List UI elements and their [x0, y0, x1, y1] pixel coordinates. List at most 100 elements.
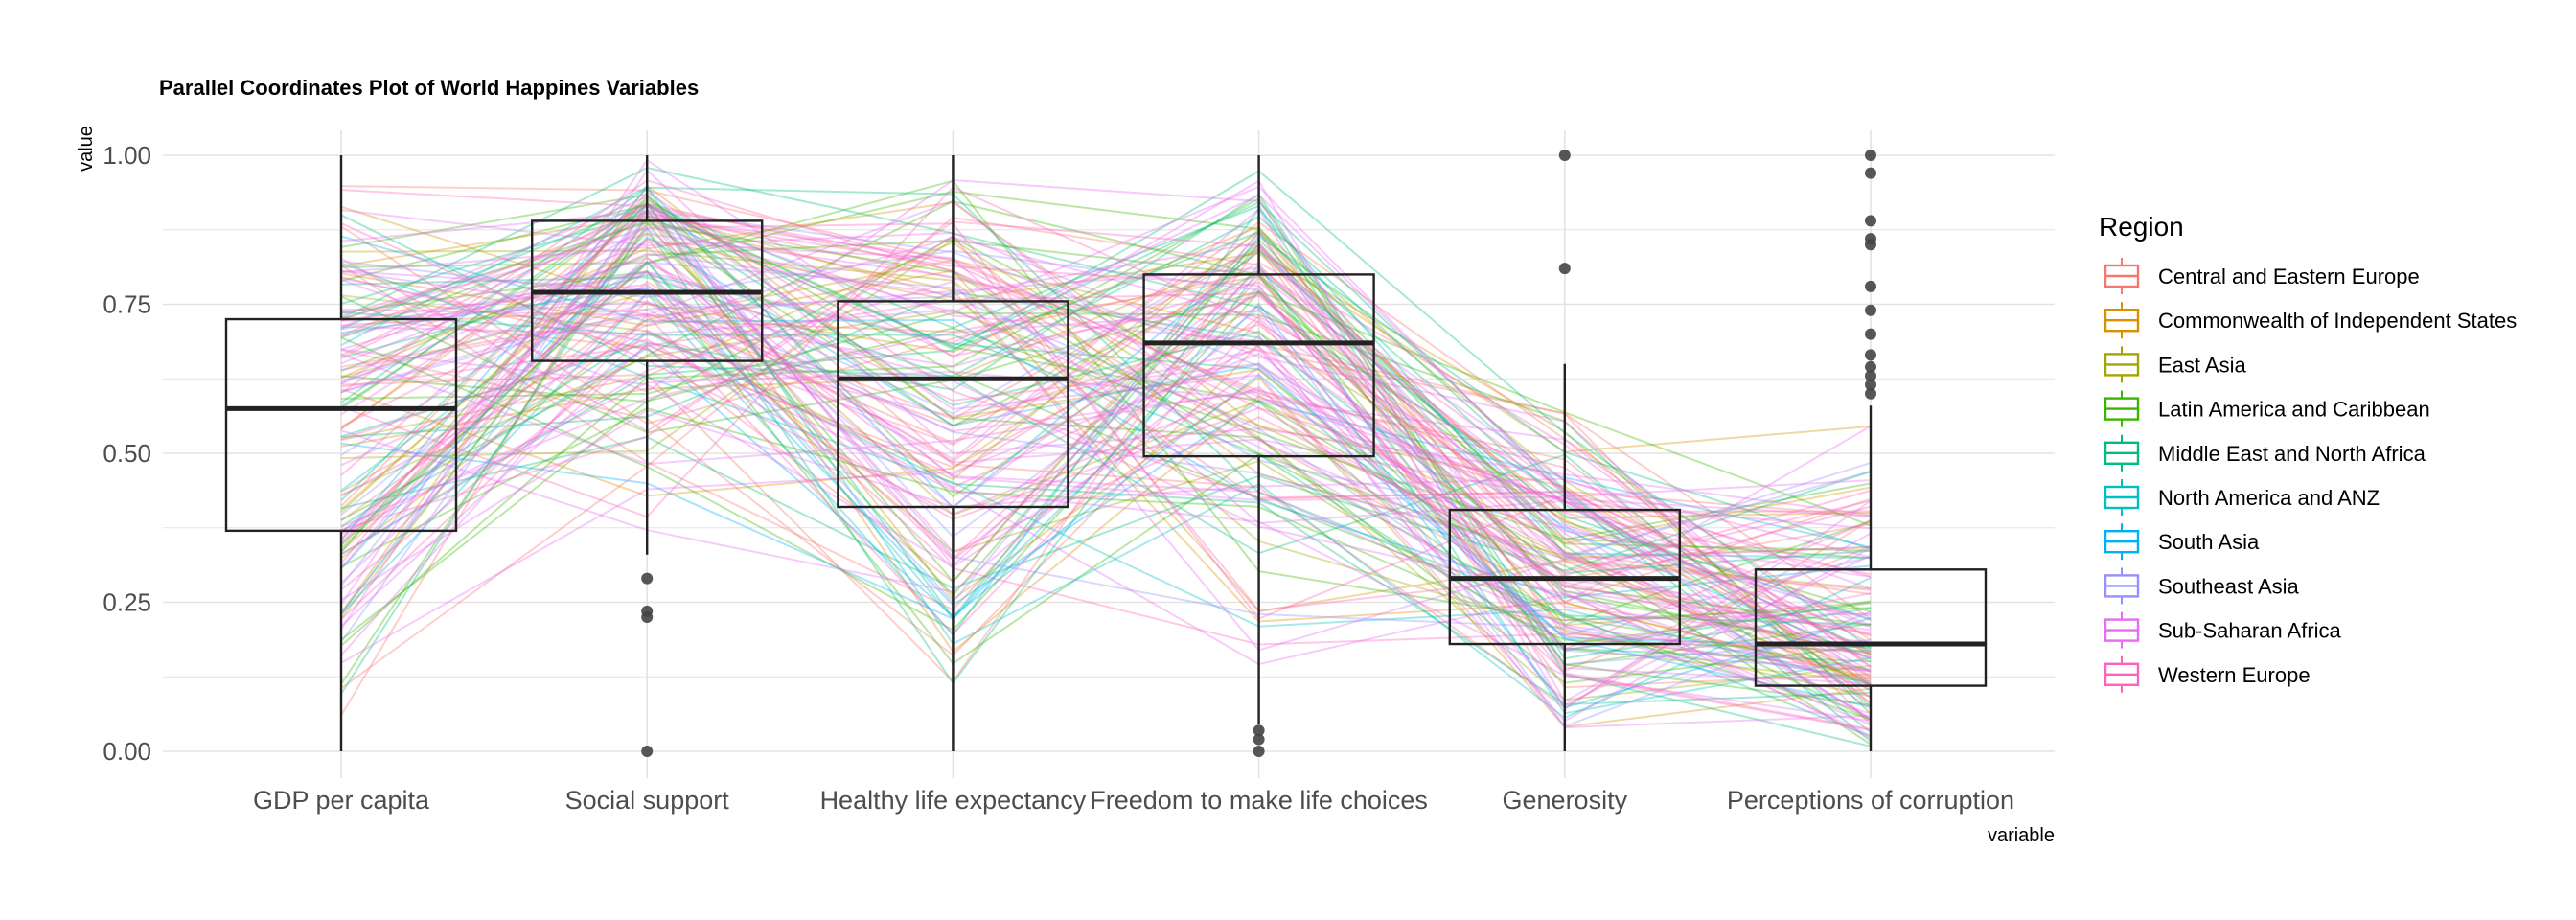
parallel-line: [340, 204, 1872, 721]
boxplot-box: [1754, 568, 1988, 687]
boxplot-outlier: [1865, 387, 1876, 400]
parallel-line: [340, 309, 1872, 715]
parallel-line: [340, 353, 1872, 530]
boxplot: [837, 155, 1070, 751]
parallel-line: [340, 195, 1872, 685]
parallel-line: [340, 220, 1872, 641]
parallel-line: [340, 202, 1872, 603]
legend: Region Central and Eastern Europe Commonw…: [2099, 212, 2517, 693]
parallel-line: [340, 311, 1872, 715]
parallel-line: [340, 189, 1872, 658]
parallel-line: [340, 201, 1872, 620]
parallel-line: [340, 276, 1872, 708]
parallel-line: [340, 236, 1872, 632]
parallel-line: [340, 312, 1872, 636]
legend-label: South Asia: [2158, 530, 2260, 554]
legend-label: Commonwealth of Independent States: [2158, 309, 2517, 333]
boxplot-box: [224, 317, 458, 533]
y-tick-label: 0.50: [103, 439, 151, 468]
parallel-line: [340, 185, 1872, 720]
boxplot-box: [837, 300, 1070, 509]
boxplot-outlier: [1865, 379, 1876, 391]
y-tick-labels: 0.00 0.25 0.50 0.75 1.00: [103, 141, 151, 766]
parallel-line: [340, 236, 1872, 646]
parallel-line: [340, 201, 1872, 733]
parallel-line: [340, 220, 1872, 637]
parallel-line: [340, 185, 1872, 498]
parallel-line: [340, 259, 1872, 663]
parallel-line: [340, 212, 1872, 663]
legend-label: North America and ANZ: [2158, 486, 2380, 510]
parallel-line: [340, 194, 1872, 673]
parallel-line: [340, 277, 1872, 652]
parallel-line: [340, 178, 1872, 622]
legend-item: North America and ANZ: [2104, 479, 2380, 516]
parallel-line: [340, 241, 1872, 629]
boxplot-outlier: [1865, 304, 1876, 316]
parallel-line: [340, 310, 1872, 578]
parallel-line: [340, 179, 1872, 622]
legend-item: Sub-Saharan Africa: [2104, 611, 2342, 649]
x-tick-label: Perceptions of corruption: [1727, 786, 2014, 815]
parallel-line: [340, 266, 1872, 559]
boxplot: [224, 155, 458, 751]
parallel-line: [340, 285, 1872, 561]
boxplot-outlier: [1865, 328, 1876, 340]
boxplot-outlier: [1865, 167, 1876, 179]
parallel-line: [340, 242, 1872, 605]
boxplot-outlier: [1865, 215, 1876, 227]
parallel-line: [340, 205, 1872, 678]
parallel-line: [340, 169, 1872, 631]
parallel-line: [340, 215, 1872, 731]
parallel-line: [340, 196, 1872, 667]
x-tick-label: Social support: [565, 786, 730, 815]
boxplots: [224, 150, 1988, 757]
boxplot-outlier: [1253, 746, 1265, 757]
boxplot-outlier: [1253, 733, 1265, 746]
parallel-line: [340, 291, 1872, 726]
parallel-line: [340, 232, 1872, 706]
parallel-line: [340, 255, 1872, 644]
parallel-line: [340, 209, 1872, 686]
y-tick-label: 0.75: [103, 290, 151, 319]
parallel-line: [340, 234, 1872, 612]
boxplot-outlier: [1865, 239, 1876, 251]
parallel-line: [340, 269, 1872, 720]
parallel-line: [340, 273, 1872, 626]
parallel-line: [340, 230, 1872, 666]
parallel-line: [340, 201, 1872, 717]
parallel-line: [340, 262, 1872, 685]
parallel-line: [340, 219, 1872, 680]
parallel-line: [340, 261, 1872, 715]
parallel-line: [340, 185, 1872, 700]
parallel-line: [340, 291, 1872, 683]
boxplot: [1142, 155, 1375, 757]
parallel-line: [340, 199, 1872, 656]
parallel-line: [340, 338, 1872, 656]
boxplot-outlier: [641, 746, 654, 757]
parallel-line: [340, 275, 1872, 689]
parallel-line: [340, 270, 1872, 721]
legend-label: Central and Eastern Europe: [2158, 264, 2420, 288]
x-axis-label: variable: [1988, 825, 2055, 846]
boxplot-outlier: [1558, 150, 1571, 161]
legend-item: South Asia: [2104, 523, 2260, 561]
legend-label: Middle East and North Africa: [2158, 442, 2426, 466]
boxplot: [1448, 150, 1682, 751]
boxplot: [531, 155, 764, 757]
parallel-line: [340, 352, 1872, 737]
parallel-line: [340, 204, 1872, 653]
parallel-line: [340, 261, 1872, 668]
parallel-line: [340, 310, 1872, 652]
boxplot: [1754, 150, 1988, 751]
parallel-line: [340, 208, 1872, 573]
parallel-line: [340, 194, 1872, 656]
parallel-line: [340, 170, 1872, 650]
parallel-line: [340, 292, 1872, 591]
y-tick-label: 1.00: [103, 141, 151, 170]
parallel-line: [340, 295, 1872, 637]
parallel-line: [340, 186, 1872, 738]
boxplot-outlier: [1865, 280, 1876, 292]
parallel-line: [340, 229, 1872, 581]
